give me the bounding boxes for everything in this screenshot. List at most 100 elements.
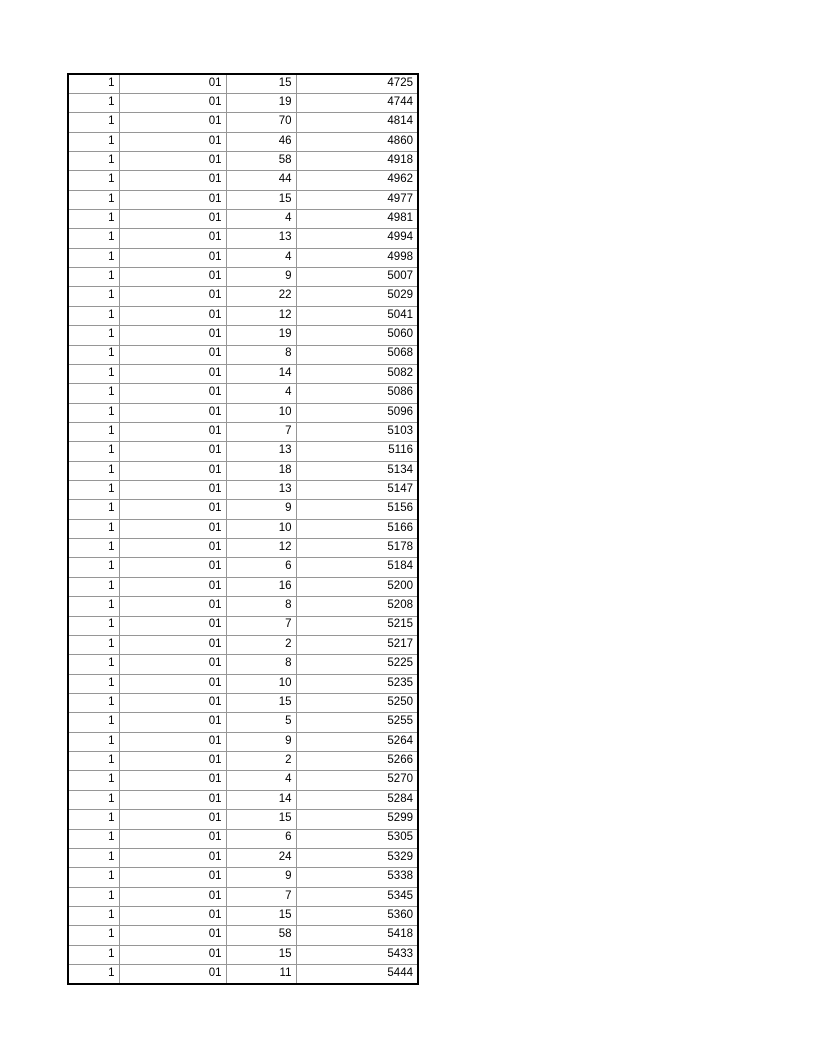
table-cell: 46	[225, 131, 297, 152]
table-cell: 1	[67, 673, 120, 695]
table-cell: 1	[67, 228, 120, 249]
table-cell: 01	[118, 441, 227, 462]
table-row: 1 01 22 5029	[67, 286, 419, 307]
table-row: 1 01 13 4994	[67, 228, 419, 249]
table-cell: 4814	[295, 112, 419, 133]
table-cell: 12	[225, 538, 297, 559]
table-cell: 01	[118, 402, 227, 423]
table-cell: 5266	[295, 751, 419, 772]
table-cell: 4994	[295, 228, 419, 249]
table-cell: 01	[118, 944, 227, 966]
table-cell: 5082	[295, 363, 419, 385]
table-cell: 4977	[295, 189, 419, 211]
table-cell: 01	[118, 886, 227, 907]
table-cell: 8	[225, 654, 297, 675]
table-cell: 5225	[295, 654, 419, 675]
table-cell: 15	[225, 809, 297, 830]
table-cell: 1	[67, 325, 120, 346]
table-cell: 70	[225, 112, 297, 133]
data-table-body: 1 01 15 4725 1 01 19 4744 1 01 70 4814 1 01 46 4860 1 01 5…	[67, 73, 419, 985]
table-cell: 01	[118, 712, 227, 733]
table-cell: 5264	[295, 731, 419, 753]
table-cell: 8	[225, 596, 297, 617]
table-row: 1 01 9 5156	[67, 499, 419, 520]
table-cell: 1	[67, 421, 120, 443]
table-cell: 1	[67, 964, 120, 985]
table-row: 1 01 15 4977	[67, 189, 419, 211]
table-row: 1 01 70 4814	[67, 112, 419, 133]
table-cell: 1	[67, 286, 120, 307]
table-cell: 6	[225, 828, 297, 849]
table-cell: 01	[118, 92, 227, 114]
table-cell: 01	[118, 847, 227, 869]
table-cell: 01	[118, 460, 227, 482]
table-cell: 4981	[295, 209, 419, 230]
table-cell: 01	[118, 499, 227, 520]
table-cell: 15	[225, 944, 297, 966]
table-cell: 5418	[295, 925, 419, 946]
table-cell: 4998	[295, 247, 419, 269]
table-cell: 4	[225, 770, 297, 791]
table-cell: 22	[225, 286, 297, 307]
table-cell: 5235	[295, 673, 419, 695]
table-cell: 1	[67, 267, 120, 288]
table-cell: 01	[118, 925, 227, 946]
table-row: 1 01 58 4918	[67, 150, 419, 172]
table-cell: 10	[225, 673, 297, 695]
table-cell: 4725	[295, 73, 419, 94]
table-cell: 16	[225, 576, 297, 598]
table-cell: 01	[118, 131, 227, 152]
table-cell: 01	[118, 809, 227, 830]
table-cell: 01	[118, 344, 227, 365]
table-cell: 01	[118, 557, 227, 578]
table-cell: 5029	[295, 286, 419, 307]
table-cell: 13	[225, 480, 297, 501]
table-cell: 01	[118, 964, 227, 985]
table-cell: 5250	[295, 692, 419, 714]
table-cell: 5444	[295, 964, 419, 985]
table-cell: 1	[67, 499, 120, 520]
table-cell: 14	[225, 363, 297, 385]
table-row: 1 01 13 5116	[67, 441, 419, 462]
table-cell: 1	[67, 615, 120, 636]
table-cell: 01	[118, 615, 227, 636]
table-cell: 1	[67, 150, 120, 172]
table-row: 1 01 12 5178	[67, 538, 419, 559]
table-cell: 01	[118, 751, 227, 772]
table-cell: 9	[225, 267, 297, 288]
table-cell: 5147	[295, 480, 419, 501]
table-cell: 24	[225, 847, 297, 869]
table-row: 1 01 15 5299	[67, 809, 419, 830]
table-cell: 19	[225, 325, 297, 346]
table-row: 1 01 4 5270	[67, 770, 419, 791]
table-cell: 9	[225, 731, 297, 753]
table-row: 1 01 8 5225	[67, 654, 419, 675]
table-row: 1 01 5 5255	[67, 712, 419, 733]
table-cell: 1	[67, 809, 120, 830]
table-cell: 4962	[295, 170, 419, 191]
table-row: 1 01 2 5266	[67, 751, 419, 772]
table-cell: 01	[118, 480, 227, 501]
table-cell: 1	[67, 363, 120, 385]
table-cell: 1	[67, 170, 120, 191]
table-cell: 2	[225, 751, 297, 772]
table-cell: 5284	[295, 789, 419, 811]
table-row: 1 01 16 5200	[67, 576, 419, 598]
table-cell: 7	[225, 886, 297, 907]
table-cell: 01	[118, 73, 227, 94]
table-cell: 1	[67, 751, 120, 772]
table-cell: 4	[225, 209, 297, 230]
table-row: 1 01 15 5433	[67, 944, 419, 966]
table-cell: 01	[118, 654, 227, 675]
table-cell: 10	[225, 402, 297, 423]
table-cell: 14	[225, 789, 297, 811]
table-cell: 01	[118, 150, 227, 172]
table-cell: 1	[67, 73, 120, 94]
table-cell: 01	[118, 634, 227, 656]
table-cell: 15	[225, 73, 297, 94]
table-cell: 01	[118, 673, 227, 695]
table-cell: 4918	[295, 150, 419, 172]
table-cell: 01	[118, 325, 227, 346]
table-cell: 4	[225, 247, 297, 269]
table-cell: 1	[67, 557, 120, 578]
